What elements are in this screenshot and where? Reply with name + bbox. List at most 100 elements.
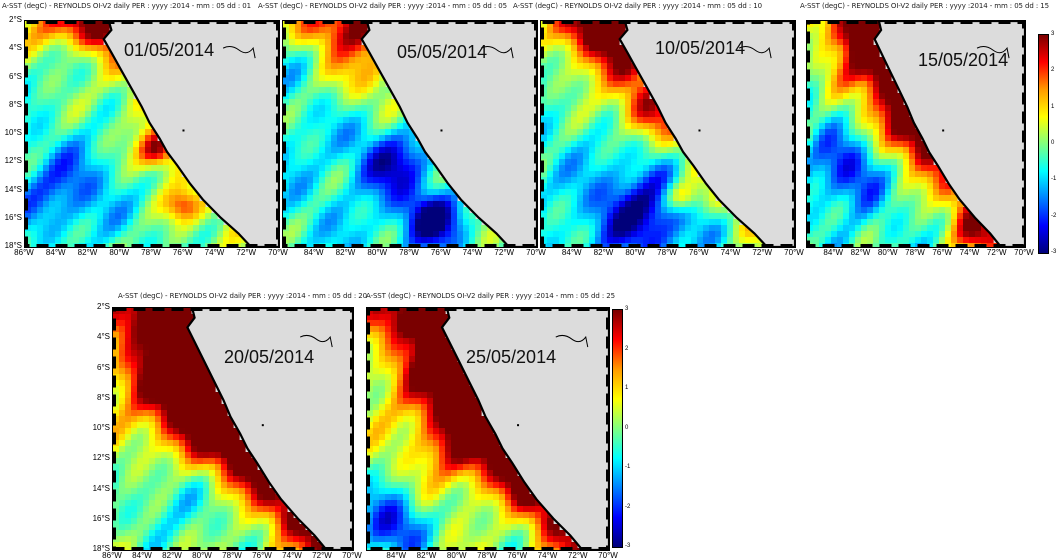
anomaly-cell <box>819 57 826 64</box>
anomaly-cell <box>143 338 150 345</box>
anomaly-cell <box>849 195 856 202</box>
anomaly-cell <box>637 189 644 196</box>
anomaly-cell <box>367 237 374 244</box>
anomaly-cell <box>91 69 98 76</box>
anomaly-cell <box>457 458 464 465</box>
anomaly-cell <box>245 458 252 465</box>
anomaly-cell <box>427 440 434 447</box>
anomaly-cell <box>667 219 674 226</box>
anomaly-cell <box>825 51 832 58</box>
lon-tick-label: 74°W <box>960 248 980 257</box>
anomaly-cell <box>343 69 350 76</box>
anomaly-cell <box>451 482 458 489</box>
anomaly-cell <box>191 356 198 363</box>
anomaly-cell <box>553 93 560 100</box>
anomaly-cell <box>571 45 578 52</box>
anomaly-cell <box>421 356 428 363</box>
anomaly-cell <box>209 506 216 513</box>
anomaly-cell <box>137 476 144 483</box>
anomaly-cell <box>67 243 74 247</box>
anomaly-cell <box>577 207 584 214</box>
anomaly-cell <box>167 512 174 519</box>
anomaly-cell <box>143 440 150 447</box>
anomaly-cell <box>149 350 156 357</box>
anomaly-cell <box>601 129 608 136</box>
anomaly-cell <box>571 57 578 64</box>
anomaly-cell <box>301 183 308 190</box>
anomaly-cell <box>451 416 458 423</box>
anomaly-cell <box>427 338 434 345</box>
anomaly-cell <box>325 189 332 196</box>
anomaly-cell <box>427 225 434 232</box>
anomaly-cell <box>813 213 820 220</box>
anomaly-cell <box>607 147 614 154</box>
anomaly-cell <box>157 183 164 190</box>
anomaly-cell <box>361 129 368 136</box>
anomaly-cell <box>855 27 862 34</box>
anomaly-cell <box>227 488 234 495</box>
anomaly-cell <box>373 207 380 214</box>
anomaly-cell <box>643 183 650 190</box>
anomaly-cell <box>205 225 212 232</box>
anomaly-cell <box>583 39 590 46</box>
anomaly-cell <box>385 105 392 112</box>
anomaly-cell <box>445 404 452 411</box>
anomaly-cell <box>43 147 50 154</box>
lon-tick-label: 82°W <box>851 248 871 257</box>
anomaly-cell <box>49 165 56 172</box>
anomaly-cell <box>119 530 126 537</box>
anomaly-cell <box>325 57 332 64</box>
anomaly-cell <box>571 75 578 82</box>
anomaly-cell <box>427 171 434 178</box>
anomaly-cell <box>433 356 440 363</box>
anomaly-cell <box>849 189 856 196</box>
anomaly-cell <box>415 237 422 244</box>
anomaly-cell <box>553 99 560 106</box>
anomaly-cell <box>457 392 464 399</box>
anomaly-cell <box>595 27 602 34</box>
anomaly-cell <box>103 117 110 124</box>
anomaly-cell <box>151 189 158 196</box>
anomaly-cell <box>601 81 608 88</box>
anomaly-cell <box>595 189 602 196</box>
anomaly-cell <box>221 422 228 429</box>
anomaly-cell <box>61 105 68 112</box>
anomaly-cell <box>547 51 554 58</box>
anomaly-cell <box>215 422 222 429</box>
anomaly-cell <box>67 81 74 88</box>
anomaly-cell <box>31 51 38 58</box>
anomaly-cell <box>391 231 398 238</box>
anomaly-cell <box>397 225 404 232</box>
anomaly-cell <box>67 147 74 154</box>
anomaly-cell <box>191 506 198 513</box>
anomaly-cell <box>43 93 50 100</box>
anomaly-cell <box>391 404 398 411</box>
anomaly-cell <box>843 189 850 196</box>
anomaly-cell <box>409 338 416 345</box>
anomaly-cell <box>891 111 898 118</box>
anomaly-cell <box>185 344 192 351</box>
anomaly-cell <box>61 219 68 226</box>
anomaly-cell <box>367 207 374 214</box>
anomaly-cell <box>813 33 820 40</box>
anomaly-cell <box>301 237 308 244</box>
anomaly-cell <box>275 518 282 525</box>
anomaly-cell <box>475 416 482 423</box>
anomaly-cell <box>275 536 282 543</box>
anomaly-cell <box>885 75 892 82</box>
anomaly-cell <box>185 524 192 531</box>
anomaly-cell <box>379 105 386 112</box>
anomaly-cell <box>619 63 626 70</box>
anomaly-cell <box>167 356 174 363</box>
anomaly-cell <box>85 111 92 118</box>
anomaly-cell <box>915 159 922 166</box>
anomaly-cell <box>577 147 584 154</box>
anomaly-cell <box>149 338 156 345</box>
anomaly-cell <box>861 75 868 82</box>
anomaly-cell <box>861 129 868 136</box>
anomaly-cell <box>269 524 276 531</box>
anomaly-cell <box>97 129 104 136</box>
anomaly-cell <box>661 183 668 190</box>
anomaly-cell <box>927 183 934 190</box>
anomaly-cell <box>391 344 398 351</box>
